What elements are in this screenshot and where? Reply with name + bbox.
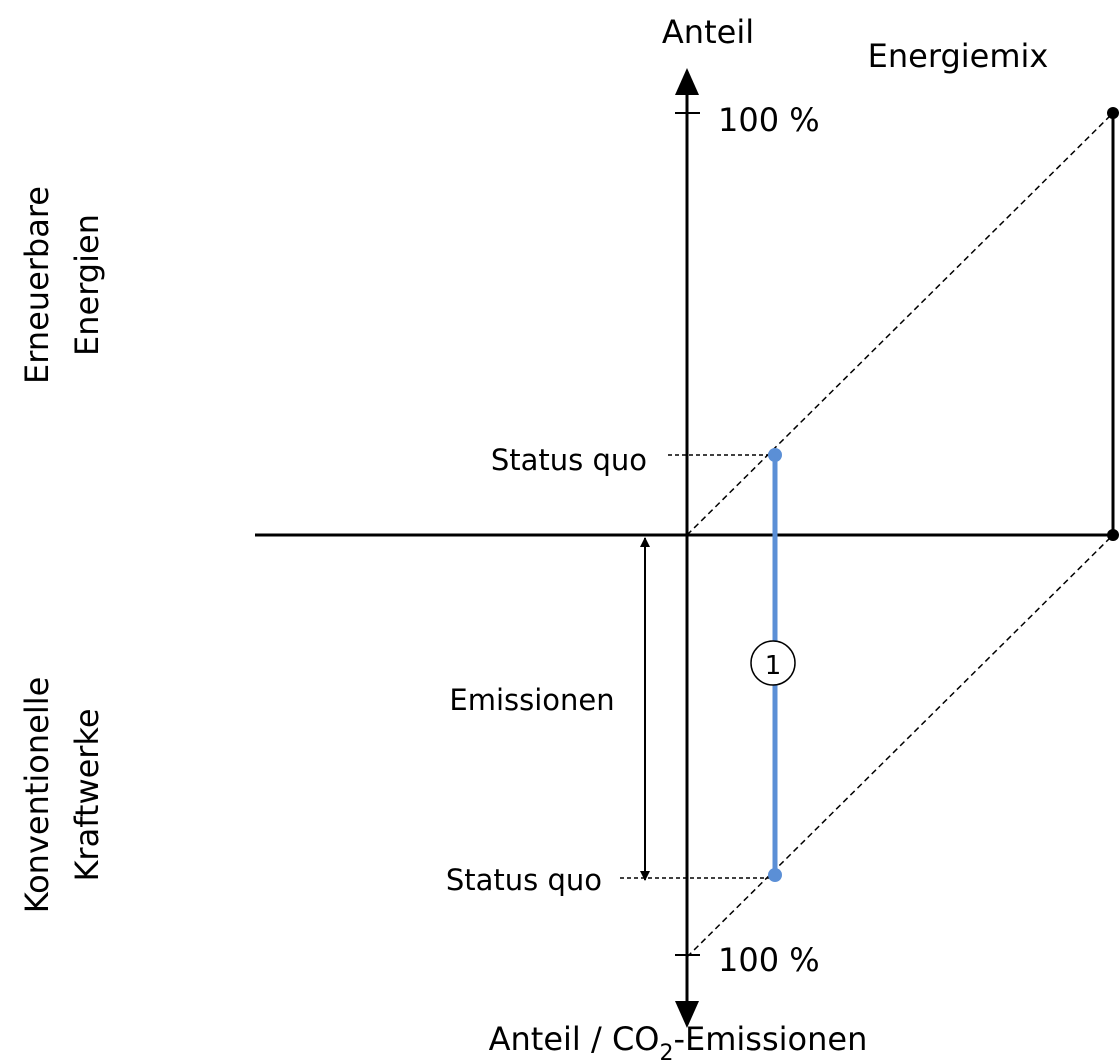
status-dot bbox=[768, 868, 782, 882]
status-dot bbox=[768, 448, 782, 462]
x-axis-label-subscript: 2 bbox=[659, 1041, 673, 1064]
top-right-label: Energiemix bbox=[868, 37, 1049, 75]
side-label: Energien bbox=[68, 214, 106, 356]
side-label: Konventionelle bbox=[18, 677, 56, 914]
tick-label: 100 % bbox=[718, 101, 820, 139]
side-label: Kraftwerke bbox=[68, 708, 106, 881]
status-label: Status quo bbox=[446, 863, 602, 897]
diagonal bbox=[686, 534, 1114, 958]
x-axis-label-suffix: -Emissionen bbox=[673, 1020, 867, 1058]
tick-label: 100 % bbox=[718, 941, 820, 979]
x-axis-label-main: Anteil / CO bbox=[489, 1020, 660, 1058]
diagonal bbox=[686, 112, 1114, 536]
emissions-label: Emissionen bbox=[449, 683, 614, 717]
y-axis-label: Anteil bbox=[662, 13, 754, 51]
side-label: Erneuerbare bbox=[18, 186, 56, 384]
status-label: Status quo bbox=[491, 443, 647, 477]
x-axis-label: Anteil / CO2-Emissionen bbox=[489, 1020, 868, 1064]
marker-circle bbox=[750, 640, 796, 686]
marker-label: 1 bbox=[765, 651, 782, 681]
